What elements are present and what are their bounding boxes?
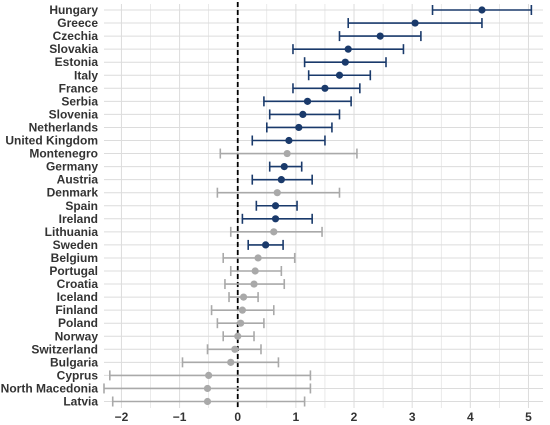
estimate-point xyxy=(227,358,235,366)
x-tick-label: −2 xyxy=(115,410,129,424)
estimate-point xyxy=(270,228,278,236)
estimate-point xyxy=(411,19,419,27)
country-label: North Macedonia xyxy=(1,381,99,395)
estimate-point xyxy=(237,319,245,327)
country-label: Italy xyxy=(74,68,98,82)
estimate-point xyxy=(285,136,293,145)
country-label: Hungary xyxy=(49,3,98,17)
country-label: Estonia xyxy=(55,55,99,69)
country-label: Slovenia xyxy=(49,107,99,121)
estimate-point xyxy=(203,384,212,393)
estimate-point xyxy=(262,241,270,249)
x-axis-tick-labels: −2 −1 0 1 2 3 4 5 xyxy=(115,410,533,424)
country-label: Bulgaria xyxy=(50,355,98,369)
estimate-point xyxy=(250,280,258,288)
country-label: Greece xyxy=(57,16,98,30)
x-tick-label: 1 xyxy=(293,410,300,424)
country-label: Netherlands xyxy=(29,120,99,134)
estimate-point xyxy=(341,58,349,66)
country-label: Cyprus xyxy=(57,368,99,382)
country-labels: HungaryGreeceCzechiaSlovakiaEstoniaItaly… xyxy=(1,3,99,409)
country-label: Finland xyxy=(55,303,98,317)
x-tick-label: 5 xyxy=(525,410,532,424)
grid-layer xyxy=(104,4,543,408)
country-label: Germany xyxy=(46,160,98,174)
estimate-point xyxy=(321,84,329,92)
estimate-point xyxy=(376,32,384,40)
estimate-point xyxy=(280,163,288,171)
country-label: Croatia xyxy=(57,277,99,291)
country-label: Slovakia xyxy=(49,42,98,56)
estimate-point xyxy=(231,345,239,353)
country-label: France xyxy=(59,81,99,95)
estimate-point xyxy=(295,123,303,132)
country-label: Portugal xyxy=(49,264,98,278)
estimate-point xyxy=(205,371,213,379)
estimate-point xyxy=(251,267,259,275)
country-label: Czechia xyxy=(53,29,99,43)
country-label: Iceland xyxy=(57,290,98,304)
country-label: Belgium xyxy=(51,251,98,265)
estimate-point xyxy=(271,215,280,223)
estimate-point xyxy=(335,71,344,79)
estimate-point xyxy=(299,110,307,118)
estimate-point xyxy=(239,293,248,301)
estimate-point xyxy=(254,254,262,262)
country-label: Switzerland xyxy=(31,342,98,356)
estimate-point xyxy=(234,332,242,340)
country-label: Lithuania xyxy=(45,225,99,239)
country-label: Montenegro xyxy=(29,147,98,161)
country-label: Norway xyxy=(55,329,99,343)
estimate-point-layer xyxy=(203,6,486,406)
country-label: Latvia xyxy=(63,395,98,409)
estimate-point xyxy=(271,202,280,210)
x-tick-label: 0 xyxy=(234,410,241,424)
x-tick-label: −1 xyxy=(173,410,187,424)
x-tick-label: 2 xyxy=(351,410,358,424)
estimate-point xyxy=(273,189,281,197)
estimate-point xyxy=(478,6,486,14)
x-tick-label: 3 xyxy=(409,410,416,424)
x-tick-label: 4 xyxy=(467,410,474,424)
estimate-point xyxy=(283,149,291,158)
country-label: Poland xyxy=(58,316,98,330)
country-label: Ireland xyxy=(59,212,98,226)
country-label: Spain xyxy=(65,199,98,213)
country-label: Denmark xyxy=(47,186,99,200)
country-label: Austria xyxy=(57,173,99,187)
estimate-point xyxy=(303,97,312,105)
country-label: United Kingdom xyxy=(5,134,98,148)
estimate-point xyxy=(277,176,285,184)
estimate-point xyxy=(238,306,246,314)
country-label: Serbia xyxy=(61,94,98,108)
estimate-point xyxy=(203,397,212,406)
country-label: Sweden xyxy=(53,238,98,252)
estimate-point xyxy=(344,45,352,53)
